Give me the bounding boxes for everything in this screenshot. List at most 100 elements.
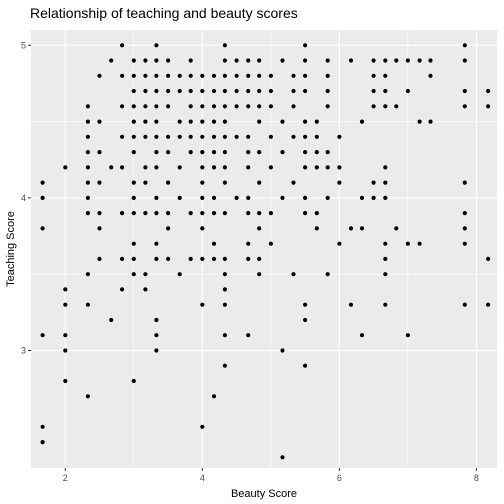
data-point (257, 88, 262, 94)
data-point (154, 58, 159, 63)
data-point (325, 58, 330, 63)
data-point (486, 104, 491, 109)
data-point (154, 211, 159, 216)
data-point (371, 104, 376, 109)
data-point (131, 58, 136, 63)
data-point (462, 211, 467, 216)
data-point (257, 272, 262, 277)
data-point (200, 180, 205, 185)
data-point (268, 165, 273, 170)
data-point (303, 150, 308, 155)
data-point (211, 165, 217, 170)
data-point (188, 88, 193, 94)
data-point (246, 256, 251, 261)
data-point (303, 73, 308, 78)
data-point (314, 226, 319, 231)
data-point (154, 241, 159, 246)
data-point (257, 256, 262, 261)
data-point (188, 150, 193, 155)
data-point (188, 119, 193, 124)
data-point (85, 150, 90, 155)
data-point (131, 195, 136, 200)
data-point (314, 150, 319, 155)
data-point (85, 165, 90, 170)
data-point (143, 180, 148, 185)
data-point (131, 241, 136, 246)
data-point (417, 241, 422, 246)
data-point (211, 195, 217, 200)
data-point (97, 180, 102, 185)
data-point (222, 119, 227, 124)
data-point (143, 58, 148, 63)
data-point (303, 363, 308, 368)
data-point (188, 134, 193, 139)
data-point (131, 88, 136, 94)
data-point (257, 104, 262, 109)
data-point (131, 211, 136, 216)
data-point (143, 287, 148, 292)
data-point (166, 88, 171, 94)
data-point (97, 150, 102, 155)
data-point (486, 88, 491, 94)
y-axis-ticks: 3 4 5 (21, 40, 31, 355)
data-point (394, 104, 399, 109)
data-point (257, 226, 262, 231)
data-point (359, 195, 365, 200)
data-point (200, 302, 205, 307)
x-tick-label: 2 (63, 473, 68, 483)
data-point (428, 58, 433, 63)
data-point (143, 88, 148, 94)
data-point (246, 150, 251, 155)
data-point (303, 317, 308, 323)
data-point (268, 104, 273, 109)
data-point (337, 241, 342, 246)
data-points (40, 43, 491, 460)
data-point (268, 241, 273, 246)
data-point (246, 73, 251, 78)
data-point (85, 134, 90, 139)
data-point (177, 165, 182, 170)
data-point (97, 119, 102, 124)
data-point (200, 424, 205, 429)
data-point (383, 302, 388, 307)
data-point (154, 348, 159, 353)
data-point (222, 302, 227, 307)
data-point (383, 73, 388, 78)
x-tick-label: 6 (337, 473, 342, 483)
data-point (325, 195, 330, 200)
data-point (314, 211, 319, 216)
data-point (337, 134, 342, 139)
data-point (188, 104, 193, 109)
data-point (177, 272, 182, 277)
data-point (131, 272, 136, 277)
data-point (383, 180, 388, 185)
data-point (200, 88, 205, 94)
data-point (154, 73, 159, 78)
data-point (314, 119, 319, 124)
data-point (383, 104, 388, 109)
data-point (211, 73, 217, 78)
data-point (166, 134, 171, 139)
data-point (394, 58, 399, 63)
data-point (417, 58, 422, 63)
data-point (291, 104, 296, 109)
data-point (234, 195, 239, 200)
data-point (383, 165, 388, 170)
data-point (246, 58, 251, 63)
data-point (348, 302, 354, 307)
data-point (222, 363, 227, 368)
data-point (348, 58, 354, 63)
data-point (383, 241, 388, 246)
data-point (120, 43, 125, 48)
data-point (154, 150, 159, 155)
data-point (325, 150, 330, 155)
data-point (120, 165, 125, 170)
data-point (85, 302, 90, 307)
data-point (40, 195, 45, 200)
data-point (40, 333, 45, 338)
data-point (120, 211, 125, 216)
data-point (246, 195, 251, 200)
data-point (154, 165, 159, 170)
data-point (325, 88, 330, 94)
data-point (371, 180, 376, 185)
